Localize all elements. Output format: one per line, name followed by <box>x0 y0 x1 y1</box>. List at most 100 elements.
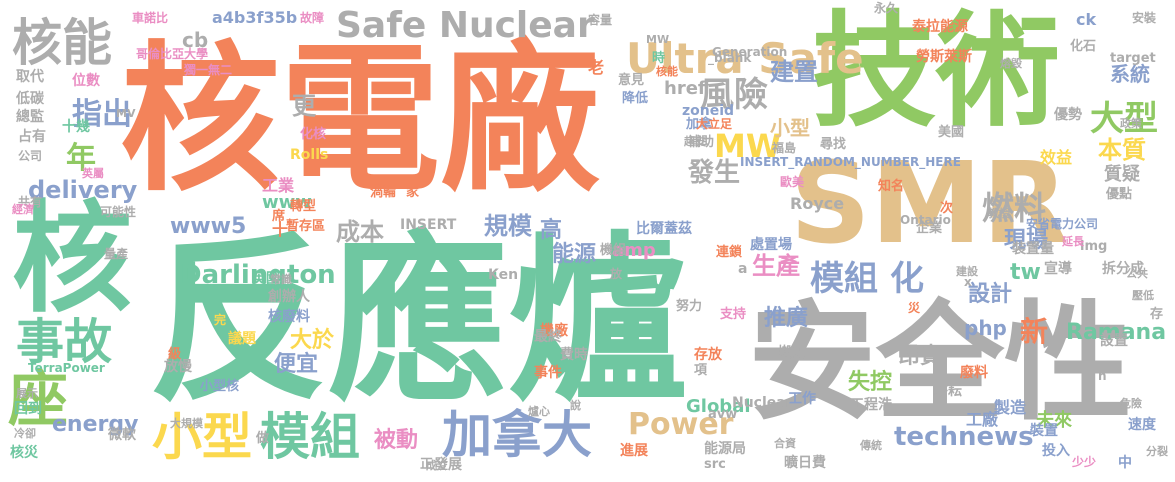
word: x <box>964 275 972 289</box>
word: 事故 <box>16 314 113 370</box>
word: 放慢 <box>164 359 192 375</box>
word: Nuclear <box>732 395 793 411</box>
word: 教授 <box>988 207 1010 220</box>
word: 微軟 <box>108 427 136 443</box>
word: amp <box>612 240 656 261</box>
word: 泰拉能源 <box>912 19 968 35</box>
word: 風險 <box>700 75 768 115</box>
word: 技術 <box>812 0 1061 144</box>
word: Ontario <box>900 213 951 227</box>
word: 大於 <box>290 328 335 353</box>
word: 合資 <box>774 437 796 450</box>
word: 福島 <box>772 141 797 155</box>
word: 渦輪 <box>370 185 397 200</box>
word: 新 <box>1020 315 1049 348</box>
word: 化 <box>890 259 924 299</box>
word: 英屬 <box>82 167 104 180</box>
word: 暫存區 <box>286 219 326 234</box>
word: Power <box>628 407 734 442</box>
word: 優勢 <box>1054 107 1082 123</box>
word: 項 <box>694 363 708 378</box>
word: 展示 <box>16 387 38 400</box>
word: 故障 <box>300 11 325 25</box>
word: 核能 <box>12 14 112 72</box>
word: 建設 <box>956 265 978 278</box>
word: 延長 <box>1062 235 1084 248</box>
word: 降低 <box>622 91 649 106</box>
word: 家 <box>406 185 420 200</box>
word: _blank <box>708 51 752 65</box>
word: 宣導 <box>1044 261 1072 277</box>
word: 製造 <box>994 398 1027 417</box>
word: 大型 <box>1090 99 1158 139</box>
word: 十 <box>272 220 289 239</box>
word: 席 <box>272 209 286 224</box>
word: 化石 <box>1070 39 1097 54</box>
word: 連鎖 <box>716 245 743 260</box>
word: 高 <box>540 218 563 243</box>
word: 核電廠 <box>120 26 601 213</box>
word: 小型 <box>152 408 252 466</box>
word: 小型核 <box>200 379 240 394</box>
word: avw <box>708 407 738 422</box>
word: 裝置量 <box>1012 241 1054 257</box>
word: 能源局 <box>704 441 746 457</box>
word: 效益 <box>1040 148 1073 167</box>
word: zoneid <box>682 103 735 119</box>
word: src <box>704 457 726 472</box>
word: 容量 <box>588 13 613 27</box>
word: 做 <box>256 431 270 446</box>
word: 努力 <box>676 299 703 314</box>
word: 工業 <box>262 176 295 195</box>
word: 速度 <box>1128 417 1156 433</box>
word: 更 <box>292 92 316 120</box>
word: target <box>1110 51 1156 66</box>
word: 支持 <box>720 307 747 322</box>
word: 便宜 <box>274 352 319 377</box>
word: 生產 <box>752 252 800 280</box>
word: 放 <box>610 267 623 281</box>
word: 模組 <box>810 259 878 299</box>
word: 轉型 <box>290 199 317 214</box>
word: 回到 <box>14 401 42 417</box>
word: 曠日費 <box>784 455 826 471</box>
word: 壓低 <box>1132 289 1154 302</box>
word: 大立足 <box>696 117 733 131</box>
word: technews <box>894 422 1034 452</box>
word: 核災 <box>10 445 38 461</box>
word: 質疑 <box>1104 164 1140 185</box>
word: 座 <box>8 365 68 435</box>
word: 勞斯萊斯 <box>916 49 972 65</box>
word: Darlington <box>180 260 336 290</box>
word: 獨一無二 <box>184 63 233 77</box>
word: 爐心 <box>528 405 550 418</box>
word: 級 <box>168 347 182 362</box>
word: a4b3f35b <box>212 8 298 27</box>
word: 公共 <box>1126 267 1148 280</box>
word: 燃料 <box>982 189 1047 227</box>
word: 優點 <box>1106 187 1133 202</box>
word: 取代 <box>16 69 44 85</box>
word: 冷卻 <box>14 427 36 440</box>
word: Ultra Safe <box>626 34 864 83</box>
word: href <box>664 78 706 99</box>
word: 機廠 <box>540 323 568 339</box>
word: 工廠 <box>966 410 999 429</box>
word: 總監 <box>16 109 44 125</box>
word: 存放 <box>694 347 722 363</box>
word: www <box>262 192 312 213</box>
word: 反應爐 <box>148 217 689 426</box>
word: delivery <box>28 176 138 204</box>
word: 成本 <box>336 218 384 246</box>
word: Ken <box>488 267 519 283</box>
word: 本質 <box>1098 136 1146 164</box>
word: MV <box>116 107 136 120</box>
word: INSERT <box>400 217 457 233</box>
word: 安省電力公司 <box>1026 217 1099 231</box>
word: 正 <box>420 457 434 472</box>
word: 規模 <box>484 212 532 240</box>
word: ck <box>1076 10 1097 29</box>
word: 昂貴 <box>898 344 943 369</box>
word: 知名 <box>878 179 905 194</box>
word: 模組 <box>260 408 360 466</box>
